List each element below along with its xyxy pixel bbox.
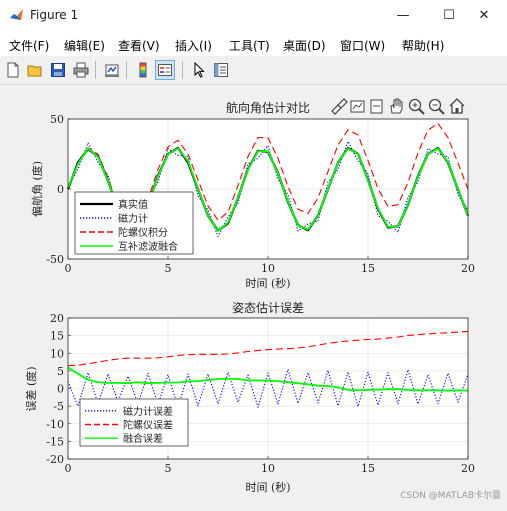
y-tick-label: 20 (50, 312, 64, 325)
home-icon[interactable] (449, 98, 465, 114)
menu-desktop[interactable]: 桌面(D) (283, 39, 326, 53)
property-inspector-icon (214, 63, 228, 77)
error-axes[interactable]: 0 5 10 15 20 -20 -15 -10 -5 0 5 10 15 20 姿态估计误差 时间 (秒… (24, 301, 475, 494)
restore-view-icon[interactable] (370, 99, 383, 114)
matlab-app-icon (10, 9, 23, 20)
menu-file[interactable]: 文件(F) (9, 39, 50, 53)
plot-lines (67, 330, 469, 408)
menu-bar: 文件(F) 编辑(E) 查看(V) 插入(I) 工具(T) 桌面(D) 窗口(W… (0, 31, 507, 56)
brush-icon[interactable] (331, 98, 348, 115)
property-inspector-button[interactable] (211, 60, 231, 80)
y-tick-label: -5 (53, 400, 64, 413)
menu-help[interactable]: 帮助(H) (402, 39, 445, 53)
y-tick-label: 15 (50, 330, 64, 343)
series-line-3 (67, 366, 469, 392)
tick-marks: 0 5 10 15 20 -20 -15 -10 -5 0 5 10 15 20 (46, 312, 475, 475)
menu-insert[interactable]: 插入(I) (175, 39, 212, 53)
y-tick-label: 0 (57, 383, 64, 396)
legend-label: 真实值 (118, 198, 148, 211)
legend-label: 互补滤波融合 (118, 240, 178, 253)
y-tick-label: -10 (46, 418, 64, 431)
x-tick-label: 10 (261, 462, 275, 475)
axes-title: 姿态估计误差 (232, 301, 304, 315)
print-button[interactable] (71, 60, 91, 80)
insert-legend-icon (158, 64, 172, 76)
y-axis-label: 误差 (度) (24, 366, 38, 411)
new-figure-button[interactable] (3, 60, 23, 80)
y-axis-label: 偏航角 (度) (30, 161, 44, 217)
close-button[interactable]: ✕ (461, 0, 507, 31)
y-tick-label: -20 (46, 453, 64, 466)
y-tick-label: -50 (46, 253, 64, 266)
save-button[interactable] (48, 60, 68, 80)
x-tick-label: 15 (361, 462, 375, 475)
pan-icon[interactable] (390, 98, 403, 114)
x-tick-label: 20 (461, 262, 475, 275)
y-tick-label: 50 (50, 113, 64, 126)
data-tips-icon[interactable] (350, 100, 365, 113)
print-icon (73, 62, 89, 78)
x-tick-label: 10 (261, 262, 275, 275)
zoom-in-icon[interactable] (408, 98, 425, 115)
close-icon: ✕ (478, 8, 490, 23)
series-line-2 (67, 330, 469, 367)
series-line-1 (67, 368, 469, 408)
menu-window[interactable]: 窗口(W) (340, 39, 386, 53)
y-tick-label: -15 (46, 435, 64, 448)
menu-tools[interactable]: 工具(T) (229, 39, 270, 53)
x-tick-label: 15 (361, 262, 375, 275)
figure-canvas: 0 5 10 15 20 -50 0 50 航向角估计对比 时间 (秒) 偏航角 (度) 真实… (0, 85, 507, 507)
maximize-icon: ☐ (443, 8, 455, 23)
toolbar-separator (182, 61, 183, 79)
x-tick-label: 5 (165, 462, 172, 475)
x-tick-label: 0 (65, 262, 72, 275)
window-title: Figure 1 (30, 8, 79, 22)
legend-label: 融合误差 (123, 432, 163, 445)
y-tick-label: 10 (50, 347, 64, 360)
save-icon (51, 63, 65, 77)
open-file-icon (27, 65, 42, 77)
link-plot-button[interactable] (102, 60, 122, 80)
edit-plot-icon (194, 62, 205, 78)
minimize-icon: — (396, 8, 410, 23)
minimize-button[interactable]: — (380, 0, 426, 31)
x-tick-label: 5 (165, 262, 172, 275)
legend-label: 陀螺仪误差 (123, 419, 173, 432)
legend-box (74, 191, 194, 255)
zoom-out-icon[interactable] (428, 98, 445, 115)
open-file-button[interactable] (25, 60, 45, 80)
legend-label: 磁力计误差 (123, 405, 173, 418)
series-line-3 (67, 122, 469, 224)
axes-title: 航向角估计对比 (226, 100, 310, 115)
insert-colorbar-button[interactable] (133, 60, 153, 80)
x-tick-label: 20 (461, 462, 475, 475)
figure-toolbar (0, 56, 507, 85)
insert-legend-button[interactable] (155, 60, 175, 80)
toolbar-separator (95, 61, 96, 79)
axes-toolbar (331, 98, 465, 115)
legend-label: 磁力计 (118, 212, 148, 225)
link-plot-icon (105, 64, 119, 77)
maximize-button[interactable]: ☐ (426, 0, 472, 31)
legend-label: 陀螺仪积分 (118, 226, 168, 239)
y-tick-label: 5 (57, 365, 64, 378)
insert-colorbar-icon (139, 62, 147, 78)
menu-view[interactable]: 查看(V) (118, 39, 160, 53)
edit-plot-button[interactable] (189, 60, 209, 80)
x-tick-label: 0 (65, 462, 72, 475)
watermark-text: CSDN @MATLAB卡尔曼 (400, 491, 501, 501)
x-axis-label: 时间 (秒) (245, 276, 290, 290)
new-figure-icon (7, 62, 19, 78)
window-title-bar[interactable]: Figure 1 — ☐ ✕ (0, 0, 507, 31)
menu-edit[interactable]: 编辑(E) (64, 39, 105, 53)
toolbar-separator (126, 61, 127, 79)
x-axis-label: 时间 (秒) (245, 480, 290, 494)
y-tick-label: 0 (57, 183, 64, 196)
